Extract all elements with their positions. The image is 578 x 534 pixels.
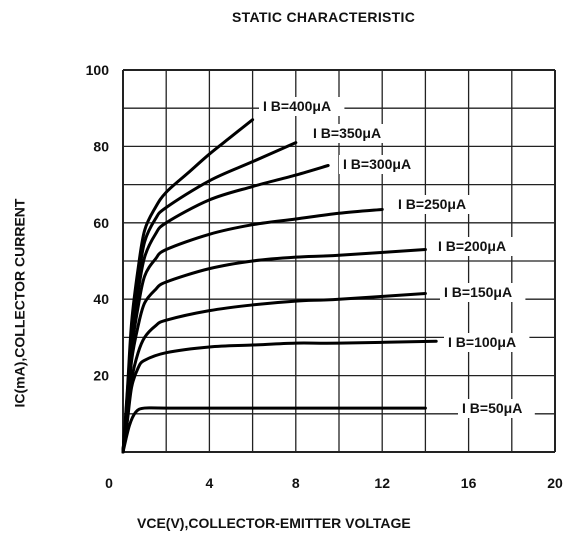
series-label-bg bbox=[458, 399, 535, 418]
x-tick-label: 0 bbox=[105, 475, 113, 491]
series-label-bg bbox=[434, 237, 520, 256]
x-tick-label: 20 bbox=[547, 475, 563, 491]
series-label: I B=50μA bbox=[462, 400, 522, 416]
series-labels: I B=50μA I B=100μA I B=150μA I B=200μA I B=2… bbox=[259, 97, 535, 418]
series-label-bg bbox=[309, 124, 395, 143]
series-label: I B=400μA bbox=[263, 98, 331, 114]
x-axis-label: VCE(V),COLLECTOR-EMITTER VOLTAGE bbox=[137, 515, 411, 531]
series-label: I B=100μA bbox=[448, 334, 516, 350]
series-label-bg bbox=[394, 195, 480, 214]
series-label: I B=300μA bbox=[343, 156, 411, 172]
series-line bbox=[121, 118, 255, 454]
y-tick-label: 40 bbox=[93, 291, 109, 307]
y-tick-label: 100 bbox=[86, 62, 110, 78]
series-line bbox=[121, 339, 438, 454]
series-curves bbox=[121, 118, 438, 454]
x-tick-label: 12 bbox=[374, 475, 390, 491]
series-line bbox=[121, 291, 427, 454]
y-tick-label: 20 bbox=[93, 368, 109, 384]
y-tick-label: 80 bbox=[93, 138, 109, 154]
chart-grid bbox=[122, 69, 556, 453]
series-label-bg bbox=[259, 97, 345, 116]
series-label-bg bbox=[440, 283, 526, 302]
x-tick-label: 16 bbox=[461, 475, 477, 491]
series-line bbox=[121, 406, 427, 454]
tick-labels: 0 4 8 12 16 20 20 40 60 80 100 bbox=[86, 62, 563, 491]
series-label-bg bbox=[444, 333, 530, 352]
x-tick-label: 4 bbox=[206, 475, 214, 491]
series-label: I B=350μA bbox=[313, 125, 381, 141]
series-label: I B=250μA bbox=[398, 196, 466, 212]
series-label: I B=200μA bbox=[438, 238, 506, 254]
series-label-bg bbox=[339, 155, 425, 174]
x-tick-label: 8 bbox=[292, 475, 300, 491]
chart-title: STATIC CHARACTERISTIC bbox=[232, 9, 416, 25]
y-tick-label: 60 bbox=[93, 215, 109, 231]
series-label: I B=150μA bbox=[444, 284, 512, 300]
